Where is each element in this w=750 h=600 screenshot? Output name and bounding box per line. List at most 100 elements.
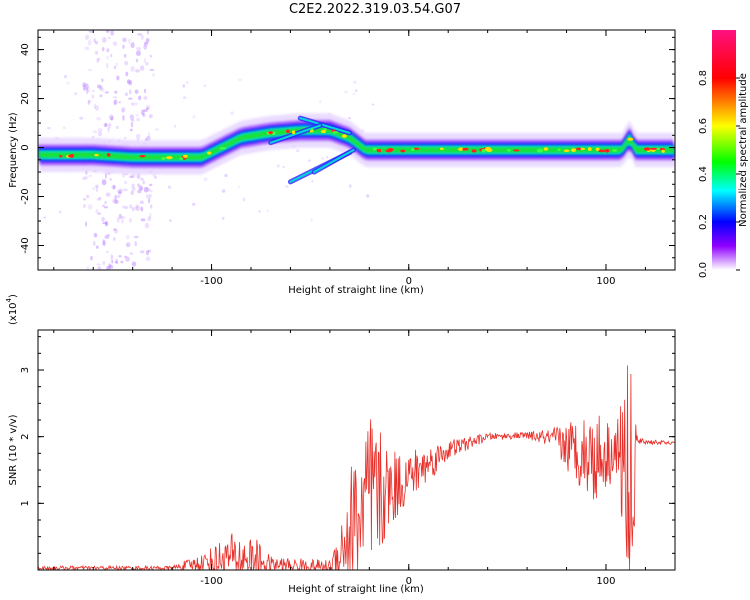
heatmap-hotspot <box>513 149 520 152</box>
heatmap-speckle <box>143 41 149 47</box>
heatmap-speckle <box>147 216 152 222</box>
heatmap-speckle <box>224 173 228 178</box>
heatmap-speckle <box>143 88 147 94</box>
x-tick-label: 0 <box>406 276 412 287</box>
heatmap-speckle <box>95 184 99 188</box>
heatmap-speckle <box>92 187 95 191</box>
heatmap-speckle <box>123 188 128 192</box>
heatmap-speckle <box>130 42 135 49</box>
y-tick-label: 0 <box>20 144 31 150</box>
heatmap-speckle <box>348 184 352 188</box>
heatmap-speckle <box>82 82 87 87</box>
heatmap-speckle <box>109 177 113 181</box>
heatmap-speckle <box>97 57 101 61</box>
heatmap-speckle <box>122 44 125 49</box>
heatmap-speckle <box>138 95 142 101</box>
y-tick-label: -20 <box>20 188 31 204</box>
heatmap-speckle <box>134 206 139 211</box>
x-tick-label: 100 <box>596 576 615 587</box>
heatmap-speckle <box>87 39 92 46</box>
heatmap-speckle <box>108 122 112 127</box>
heatmap-speckle <box>122 205 125 208</box>
heatmap-speckle <box>136 46 142 52</box>
heatmap-speckle <box>143 109 148 112</box>
heatmap-speckle <box>140 177 144 181</box>
heatmap-speckle <box>103 206 109 209</box>
heatmap-speckle <box>59 210 62 214</box>
heatmap-speckle <box>109 264 114 269</box>
heatmap-hotspot <box>285 129 290 134</box>
heatmap-speckle <box>82 176 86 181</box>
heatmap-speckle <box>132 206 135 212</box>
heatmap-speckle <box>352 93 356 96</box>
heatmap-speckle <box>86 266 90 270</box>
heatmap-speckle <box>105 250 109 253</box>
heatmap-speckle <box>113 99 117 106</box>
heatmap-speckle <box>82 84 86 91</box>
heatmap-speckle <box>136 205 141 212</box>
heatmap-speckle <box>237 185 240 188</box>
x-tick-label: -100 <box>200 276 223 287</box>
heatmap-speckle <box>74 92 78 96</box>
heatmap-speckle <box>87 68 93 71</box>
heatmap-speckle <box>110 53 113 58</box>
heatmap-hotspot <box>484 147 492 151</box>
heatmap-speckle <box>131 187 136 192</box>
heatmap-speckle <box>311 180 314 183</box>
heatmap-hotspot <box>543 147 549 151</box>
heatmap-speckle <box>63 75 68 79</box>
heatmap-hotspot <box>481 149 486 153</box>
heatmap-hotspot <box>183 154 188 158</box>
heatmap-hotspot <box>385 149 393 153</box>
heatmap-speckle <box>131 102 134 106</box>
heatmap-speckle <box>137 33 143 36</box>
heatmap-speckle <box>96 263 101 266</box>
heatmap-speckle <box>83 204 86 208</box>
heatmap-speckle <box>118 101 121 104</box>
heatmap-speckle <box>146 194 150 199</box>
heatmap-hotspot <box>94 153 99 157</box>
heatmap-speckle <box>347 116 351 120</box>
heatmap-speckle <box>147 249 152 253</box>
heatmap-speckle <box>122 115 125 121</box>
heatmap-speckle <box>121 218 124 224</box>
heatmap-hotspot <box>341 134 347 138</box>
heatmap-speckle <box>150 204 153 209</box>
heatmap-speckle <box>124 136 127 140</box>
heatmap-speckle <box>145 135 151 142</box>
heatmap-speckle <box>126 79 131 85</box>
heatmap-speckle <box>87 99 90 105</box>
heatmap-hotspot <box>598 149 606 153</box>
heatmap-speckle <box>125 242 131 248</box>
heatmap-speckle <box>191 202 196 206</box>
heatmap-speckle <box>104 222 109 227</box>
heatmap-speckle <box>129 114 135 120</box>
heatmap-speckle <box>149 193 153 199</box>
snr-x-axis-label: Height of straight line (km) <box>288 584 424 595</box>
heatmap-speckle <box>143 96 148 100</box>
heatmap-hotspot <box>413 147 420 150</box>
heatmap-speckle <box>130 121 134 128</box>
heatmap-speckle <box>185 81 189 84</box>
heatmap-speckle <box>139 200 144 204</box>
heatmap-speckle <box>108 114 114 121</box>
heatmap-speckle <box>84 46 90 51</box>
heatmap-speckle <box>88 100 92 103</box>
snr-ticks: -100 0 100 1 2 3 <box>20 330 675 587</box>
snr-y-multiplier: (x104) <box>5 294 19 325</box>
heatmap-speckle <box>343 90 348 94</box>
heatmap-speckle <box>203 84 206 87</box>
heatmap-speckle <box>142 113 146 118</box>
heatmap-speckle <box>93 38 96 43</box>
heatmap-speckle <box>105 30 110 33</box>
heatmap-x-axis-label: Height of straight line (km) <box>288 285 424 296</box>
heatmap-speckle <box>118 188 123 194</box>
heatmap-speckle <box>276 164 280 168</box>
heatmap-speckle <box>110 30 114 36</box>
heatmap-speckle <box>85 88 89 95</box>
heatmap-speckle <box>124 60 129 66</box>
heatmap-hotspot <box>464 147 469 151</box>
heatmap-speckle <box>90 255 93 261</box>
heatmap-panel: -100 0 100 -40 -20 0 20 40 Height of straight l… <box>8 29 676 296</box>
heatmap-speckle <box>118 213 123 219</box>
